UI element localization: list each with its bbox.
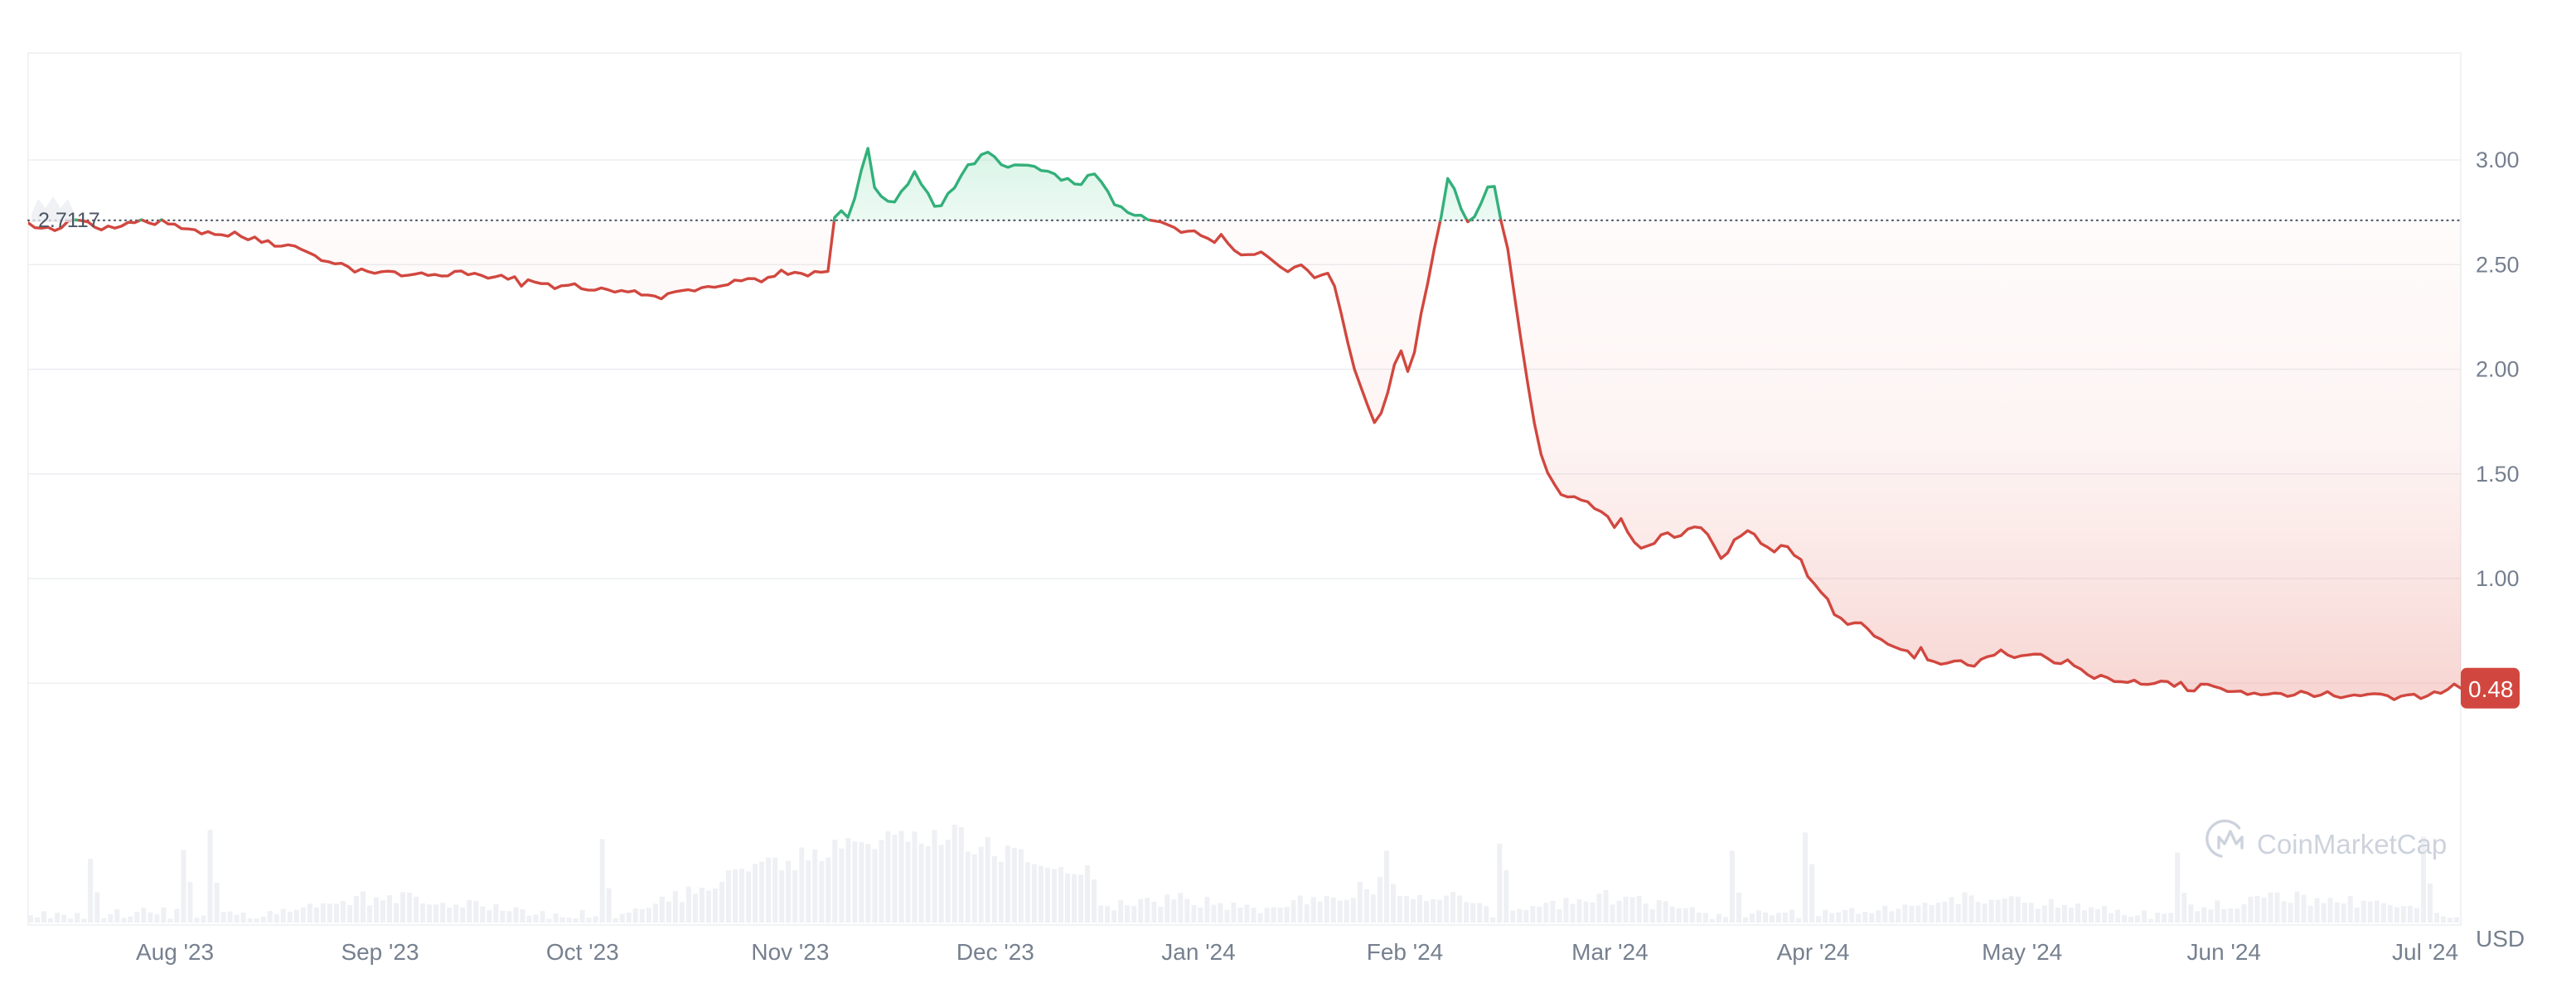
svg-text:2.7117: 2.7117: [38, 209, 100, 232]
svg-text:Jan '24: Jan '24: [1161, 939, 1235, 965]
svg-text:2.50: 2.50: [2476, 252, 2520, 277]
svg-text:Aug '23: Aug '23: [136, 939, 214, 965]
svg-text:Oct '23: Oct '23: [546, 939, 619, 965]
svg-text:Sep '23: Sep '23: [341, 939, 419, 965]
svg-text:Jun '24: Jun '24: [2187, 939, 2261, 965]
svg-text:USD: USD: [2476, 926, 2525, 952]
svg-text:0.48: 0.48: [2468, 676, 2514, 702]
svg-text:1.00: 1.00: [2476, 566, 2520, 591]
svg-text:2.00: 2.00: [2476, 357, 2520, 382]
svg-text:3.00: 3.00: [2476, 148, 2520, 172]
svg-text:Feb '24: Feb '24: [1367, 939, 1444, 965]
svg-text:CoinMarketCap: CoinMarketCap: [2257, 829, 2447, 860]
svg-text:Apr '24: Apr '24: [1777, 939, 1850, 965]
svg-text:Nov '23: Nov '23: [751, 939, 829, 965]
svg-text:May '24: May '24: [1982, 939, 2062, 965]
svg-text:1.50: 1.50: [2476, 462, 2520, 487]
svg-text:Dec '23: Dec '23: [956, 939, 1034, 965]
svg-text:Mar '24: Mar '24: [1571, 939, 1649, 965]
svg-text:Jul '24: Jul '24: [2392, 939, 2458, 965]
